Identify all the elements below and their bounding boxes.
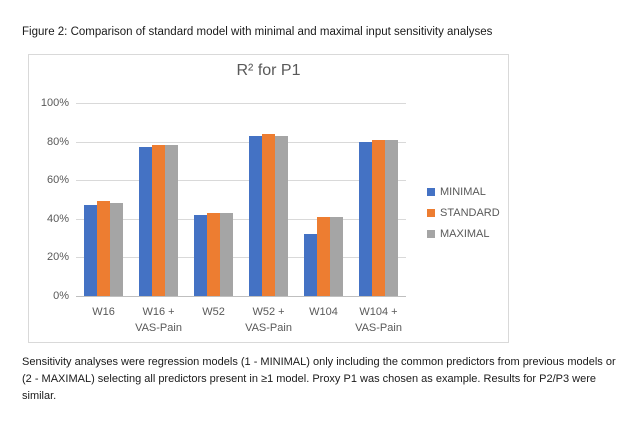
- bar-standard-3: [207, 213, 220, 296]
- gridline: [76, 257, 406, 259]
- legend-color-swatch-icon: [427, 188, 435, 196]
- bar-group-4: [249, 134, 288, 296]
- footnote-line: (2 - MAXIMAL) selecting all predictors p…: [22, 373, 597, 385]
- bar-minimal-3: [194, 215, 207, 296]
- legend-label: MINIMAL: [440, 186, 486, 198]
- bar-minimal-6: [359, 142, 372, 296]
- bar-standard-2: [152, 145, 165, 296]
- bar-group-6: [359, 140, 398, 296]
- legend-label: STANDARD: [440, 207, 500, 219]
- bar-group-3: [194, 213, 233, 296]
- gridline: [76, 141, 406, 143]
- legend-item-maximal: MAXIMAL: [427, 228, 500, 240]
- bar-standard-4: [262, 134, 275, 296]
- chart-figure: R² for P1 0% 20% 40% 60% 80% 100% W16 W16 + VA…: [28, 54, 509, 343]
- bar-group-5: [304, 217, 343, 296]
- y-axis-tick-label: 80%: [46, 135, 69, 148]
- bar-minimal-1: [84, 205, 97, 296]
- legend: MINIMAL STANDARD MAXIMAL: [427, 186, 500, 240]
- bar-standard-1: [97, 201, 110, 296]
- y-axis-tick-label: 40%: [46, 212, 69, 225]
- bar-maximal-6: [385, 140, 398, 296]
- x-axis-category-label: W52: [202, 306, 225, 318]
- legend-item-standard: STANDARD: [427, 207, 500, 219]
- legend-color-swatch-icon: [427, 209, 435, 217]
- y-axis-tick-label: 60%: [46, 174, 69, 187]
- bar-maximal-1: [110, 203, 123, 296]
- bar-group-1: [84, 201, 123, 296]
- footnote-line: similar.: [22, 390, 57, 402]
- bar-standard-6: [372, 140, 385, 296]
- bar-maximal-5: [330, 217, 343, 296]
- figure-footnote: Sensitivity analyses were regression mod…: [22, 354, 637, 405]
- y-axis: 0% 20% 40% 60% 80% 100%: [29, 97, 69, 302]
- footnote-line: Sensitivity analyses were regression mod…: [22, 356, 616, 368]
- x-axis-category-label: W16: [92, 306, 115, 318]
- chart-title: R² for P1: [236, 62, 301, 79]
- bar-maximal-3: [220, 213, 233, 296]
- x-axis-category-label: W104: [309, 306, 338, 318]
- x-axis-category-label: W104 + VAS-Pain: [355, 306, 402, 334]
- bar-maximal-2: [165, 145, 178, 296]
- legend-label: MAXIMAL: [440, 228, 490, 240]
- legend-color-swatch-icon: [427, 230, 435, 238]
- y-axis-tick-label: 20%: [46, 251, 69, 264]
- gridline: [76, 180, 406, 182]
- plot-area: [76, 103, 406, 297]
- gridline: [76, 103, 406, 104]
- bar-standard-5: [317, 217, 330, 296]
- x-axis: W16 W16 + VAS-Pain W52 W52 + VAS-Pain W104 W1…: [76, 304, 406, 340]
- bar-maximal-4: [275, 136, 288, 296]
- x-axis-category-label: W16 + VAS-Pain: [135, 306, 182, 334]
- bar-minimal-5: [304, 234, 317, 296]
- gridline: [76, 218, 406, 220]
- bar-minimal-2: [139, 147, 152, 296]
- y-axis-tick-label: 0%: [53, 290, 69, 302]
- y-axis-tick-label: 100%: [40, 97, 69, 109]
- legend-item-minimal: MINIMAL: [427, 186, 500, 198]
- x-axis-category-label: W52 + VAS-Pain: [245, 306, 292, 334]
- bar-group-2: [139, 145, 178, 296]
- figure-caption: Figure 2: Comparison of standard model w…: [22, 26, 493, 38]
- bar-minimal-4: [249, 136, 262, 296]
